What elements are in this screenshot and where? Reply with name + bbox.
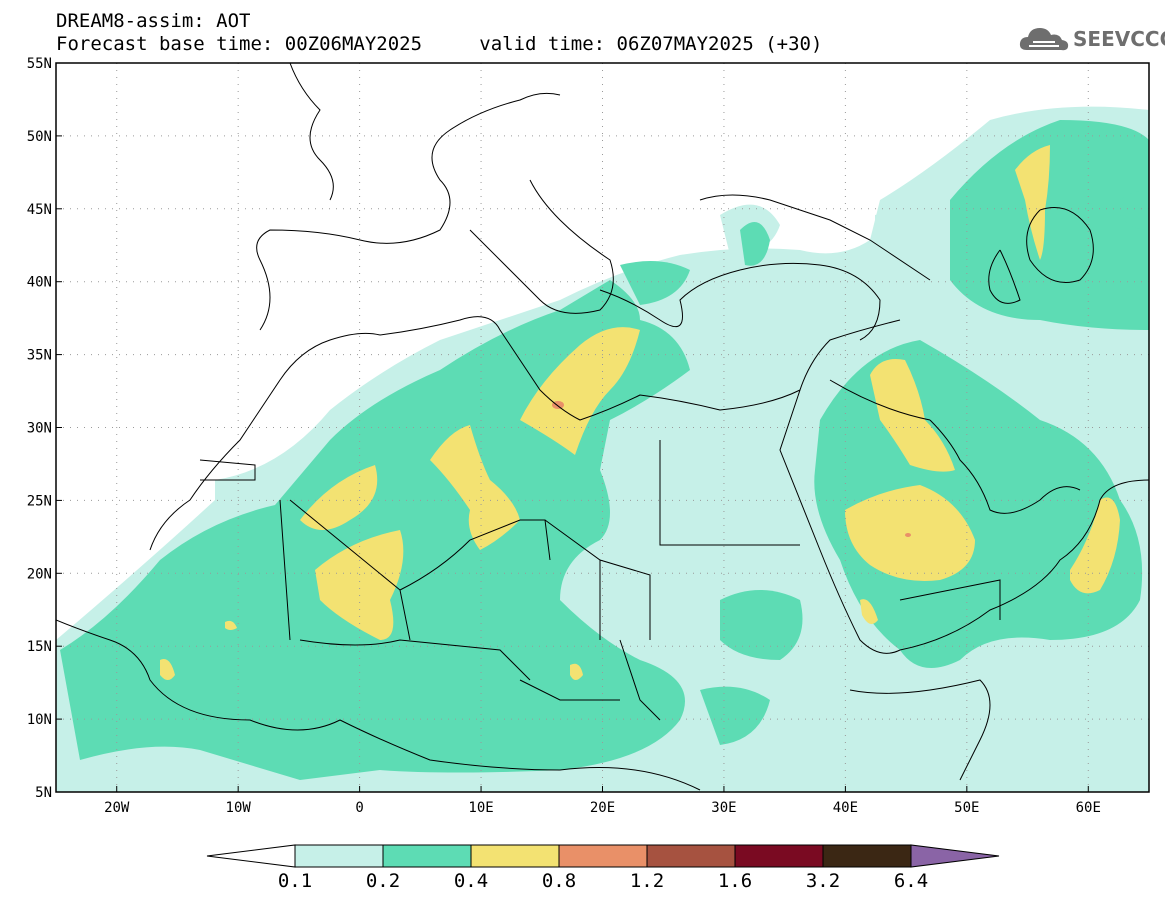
longitude-label: 10E <box>468 800 493 816</box>
colorbar-low-arrow <box>206 844 296 868</box>
colorbar-segment <box>822 844 912 868</box>
longitude-label: 20E <box>590 800 615 816</box>
latitude-label: 30N <box>27 421 52 437</box>
colorbar-segment <box>734 844 824 868</box>
colorbar-labels: 0.1 0.2 0.4 0.8 1.2 1.6 3.2 6.4 <box>278 870 928 892</box>
latitude-labels: 55N 50N 45N 40N 35N 30N 25N 20N 15N 10N 5N <box>27 56 62 801</box>
colorbar-segment <box>294 844 384 868</box>
colorbar-high-arrow <box>910 844 1000 868</box>
colorbar-label: 1.2 <box>630 870 664 892</box>
longitude-label: 20W <box>104 800 130 816</box>
longitude-label: 10W <box>226 800 252 816</box>
graticule <box>56 63 1149 792</box>
colorbar-segment <box>558 844 648 868</box>
latitude-label: 45N <box>27 202 52 218</box>
colorbar-label: 3.2 <box>806 870 840 892</box>
colorbar-segment <box>646 844 736 868</box>
latitude-label: 15N <box>27 639 52 655</box>
latitude-label: 35N <box>27 348 52 364</box>
colorbar-label: 6.4 <box>894 870 928 892</box>
latitude-label: 50N <box>27 129 52 145</box>
latitude-label: 40N <box>27 275 52 291</box>
latitude-label: 25N <box>27 493 52 509</box>
coastlines <box>56 63 1149 791</box>
cloud-icon <box>1019 28 1069 51</box>
colorbar-label: 0.2 <box>366 870 400 892</box>
base-time-label: Forecast base time: 00Z06MAY2025 <box>56 33 423 55</box>
logo-text: SEEVCCC <box>1073 27 1165 51</box>
valid-time-label: valid time: 06Z07MAY2025 (+30) <box>479 33 823 55</box>
colorbar-label: 0.1 <box>278 870 312 892</box>
latitude-label: 10N <box>27 712 52 728</box>
seevccc-logo: SEEVCCC <box>1017 22 1165 56</box>
colorbar-label: 0.8 <box>542 870 576 892</box>
longitude-label: 50E <box>954 800 979 816</box>
colorbar-segment <box>382 844 472 868</box>
map-title: DREAM8-assim: AOT <box>56 10 251 32</box>
longitude-label: 0 <box>355 800 363 816</box>
latitude-label: 5N <box>35 785 52 801</box>
longitude-label: 40E <box>833 800 858 816</box>
colorbar-label: 0.4 <box>454 870 488 892</box>
colorbar-segment <box>470 844 560 868</box>
longitude-label: 30E <box>711 800 736 816</box>
latitude-label: 55N <box>27 56 52 72</box>
latitude-label: 20N <box>27 566 52 582</box>
longitude-label: 60E <box>1076 800 1101 816</box>
colorbar <box>206 844 1000 868</box>
longitude-labels: 20W 10W 0 10E 20E 30E 40E 50E 60E <box>104 786 1101 816</box>
colorbar-label: 1.6 <box>718 870 752 892</box>
forecast-times: Forecast base time: 00Z06MAY2025 valid t… <box>56 33 822 55</box>
